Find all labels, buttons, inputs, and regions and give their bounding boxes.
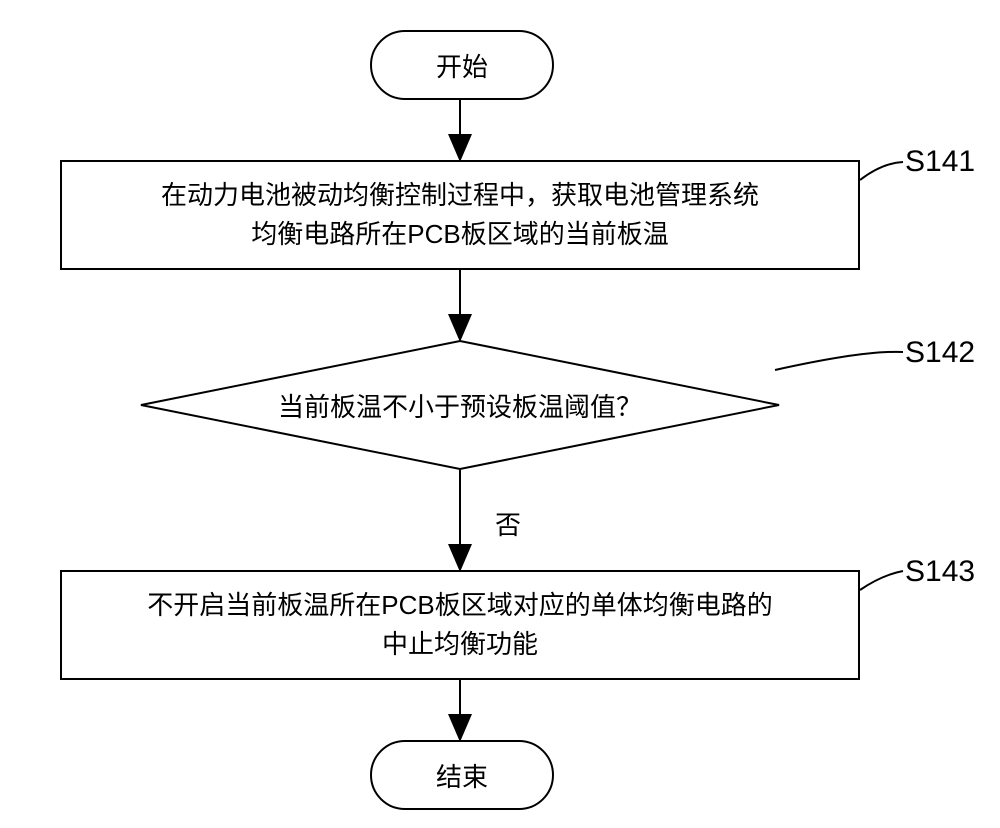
flowchart-canvas: 开始 在动力电池被动均衡控制过程中，获取电池管理系统 均衡电路所在PCB板区域的… (0, 0, 1000, 828)
step-label-s141: S141 (905, 145, 975, 179)
leader-lines (0, 0, 1000, 828)
step-label-s142: S142 (905, 336, 975, 370)
step-label-s143: S143 (905, 555, 975, 589)
